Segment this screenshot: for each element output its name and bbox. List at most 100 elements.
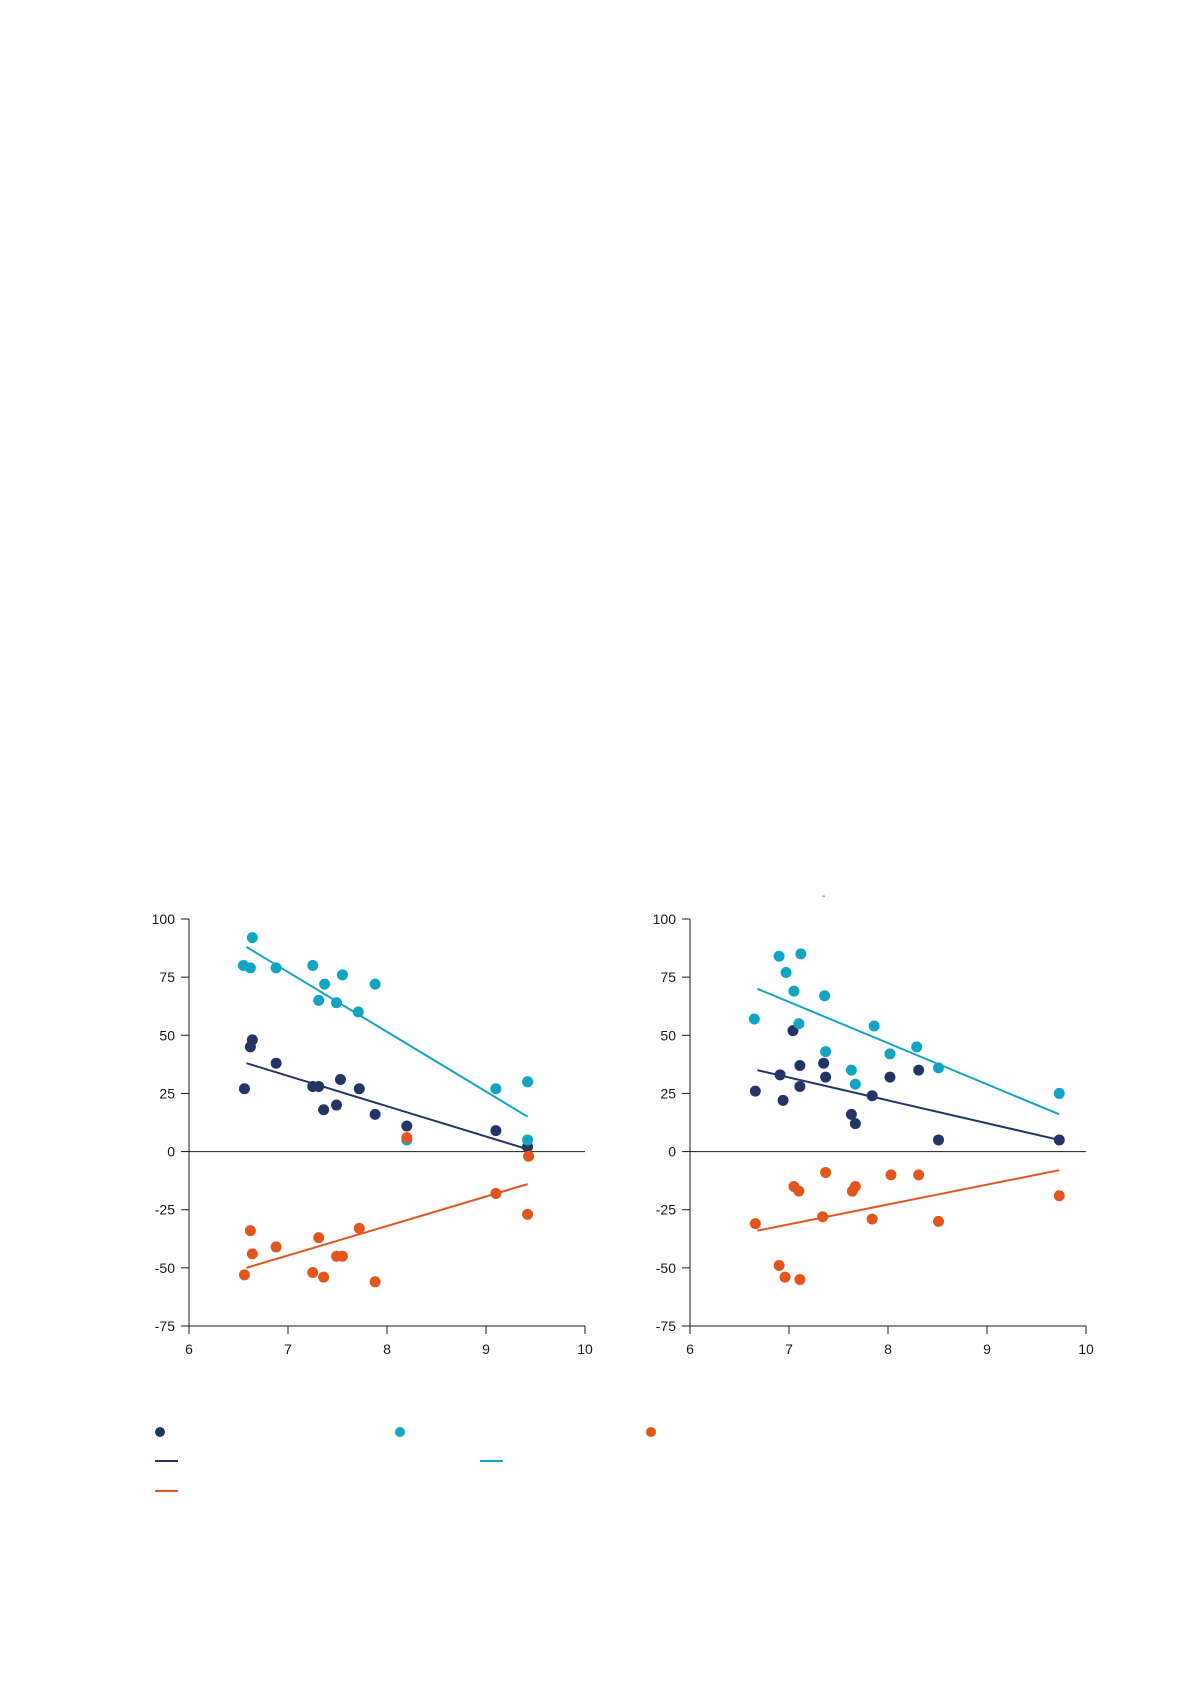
y-tick-label: -25 — [656, 1202, 676, 1218]
navy-data-point — [1053, 1134, 1065, 1146]
x-tick-label: 9 — [983, 1341, 991, 1357]
x-tick-label: 8 — [383, 1341, 391, 1357]
teal-data-point — [352, 1006, 364, 1018]
navy-data-point — [749, 1085, 761, 1097]
y-tick-label: -75 — [155, 1318, 175, 1334]
orange-data-point — [817, 1211, 829, 1223]
orange-data-point — [307, 1267, 319, 1279]
x-tick-label: 10 — [1078, 1341, 1094, 1357]
teal-data-point — [845, 1064, 857, 1076]
navy-dot-icon — [155, 1427, 165, 1437]
navy-data-point — [318, 1104, 330, 1116]
teal-data-point — [331, 997, 343, 1009]
orange-data-point — [313, 1232, 325, 1244]
teal-trend-line — [245, 946, 529, 1118]
orange-data-point — [773, 1260, 785, 1272]
y-tick-label: -25 — [155, 1202, 175, 1218]
teal-data-point — [522, 1134, 534, 1146]
navy-data-point — [820, 1071, 832, 1083]
navy-data-point — [369, 1108, 381, 1120]
y-tick-label: 100 — [653, 911, 677, 927]
y-tick-label: 50 — [159, 1027, 175, 1043]
teal-data-point — [748, 1013, 760, 1025]
stray-mark: - — [822, 891, 826, 902]
orange-data-point — [1053, 1190, 1065, 1202]
orange-data-point — [913, 1169, 925, 1181]
orange-data-point — [246, 1248, 258, 1260]
orange-data-point — [793, 1185, 805, 1197]
teal-data-point — [849, 1078, 861, 1090]
y-tick-label: 100 — [152, 911, 176, 927]
navy-data-point — [774, 1069, 786, 1081]
teal-data-point — [246, 932, 258, 944]
orange-data-point — [490, 1187, 502, 1199]
orange-data-point — [401, 1132, 413, 1144]
navy-trend-line — [757, 1069, 1060, 1141]
y-tick-label: -50 — [656, 1260, 676, 1276]
x-tick-label: 7 — [284, 1341, 292, 1357]
orange-data-point — [523, 1150, 535, 1162]
teal-data-point — [490, 1083, 502, 1095]
navy-data-point — [932, 1134, 944, 1146]
teal-data-point — [307, 960, 319, 972]
teal-data-point — [820, 1046, 832, 1058]
x-tick-label: 7 — [785, 1341, 793, 1357]
teal-dot-icon — [395, 1427, 405, 1437]
teal-data-point — [313, 994, 325, 1006]
navy-data-point — [246, 1034, 258, 1046]
orange-data-point — [238, 1269, 250, 1281]
navy-data-point — [353, 1083, 365, 1095]
teal-data-point — [911, 1041, 923, 1053]
teal-data-point — [868, 1020, 880, 1032]
teal-data-point — [1053, 1087, 1065, 1099]
teal-data-point — [369, 978, 381, 990]
y-tick-label: 75 — [159, 969, 175, 985]
y-tick-label: 25 — [159, 1085, 175, 1101]
teal-data-point — [244, 962, 256, 974]
orange-data-point — [318, 1271, 330, 1283]
navy-data-point — [849, 1118, 861, 1130]
teal-data-point — [780, 966, 792, 978]
orange-trend-line — [246, 1183, 528, 1269]
orange-data-point — [779, 1271, 791, 1283]
x-tick-label: 6 — [185, 1341, 193, 1357]
legend — [155, 1427, 656, 1492]
orange-trend-line — [757, 1169, 1060, 1232]
navy-data-point — [866, 1090, 878, 1102]
teal-trend-line — [756, 987, 1060, 1116]
navy-data-point — [331, 1099, 343, 1111]
orange-data-point — [866, 1213, 878, 1225]
navy-data-point — [238, 1083, 250, 1095]
navy-data-point — [794, 1060, 806, 1072]
orange-data-point — [353, 1222, 365, 1234]
y-tick-label: 0 — [668, 1144, 676, 1160]
orange-data-point — [336, 1250, 348, 1262]
teal-data-point — [788, 985, 800, 997]
orange-data-point — [885, 1169, 897, 1181]
navy-data-point — [818, 1057, 830, 1069]
orange-data-point — [849, 1180, 861, 1192]
teal-data-point — [336, 969, 348, 981]
x-tick-label: 8 — [884, 1341, 892, 1357]
navy-data-point — [490, 1125, 502, 1137]
navy-data-point — [845, 1108, 857, 1120]
y-tick-label: -75 — [656, 1318, 676, 1334]
y-tick-label: 75 — [660, 969, 676, 985]
orange-data-point — [270, 1241, 282, 1253]
teal-data-point — [795, 948, 807, 960]
navy-trend-line — [246, 1062, 528, 1151]
navy-data-point — [794, 1080, 806, 1092]
y-tick-label: 25 — [660, 1085, 676, 1101]
orange-data-point — [369, 1276, 381, 1288]
orange-data-point — [749, 1218, 761, 1230]
teal-data-point — [270, 962, 282, 974]
x-tick-label: 9 — [482, 1341, 490, 1357]
navy-data-point — [270, 1057, 282, 1069]
teal-data-point — [819, 990, 831, 1002]
y-tick-label: 0 — [167, 1144, 175, 1160]
teal-data-point — [319, 978, 331, 990]
navy-data-point — [334, 1073, 346, 1085]
teal-data-point — [884, 1048, 896, 1060]
navy-data-point — [884, 1071, 896, 1083]
